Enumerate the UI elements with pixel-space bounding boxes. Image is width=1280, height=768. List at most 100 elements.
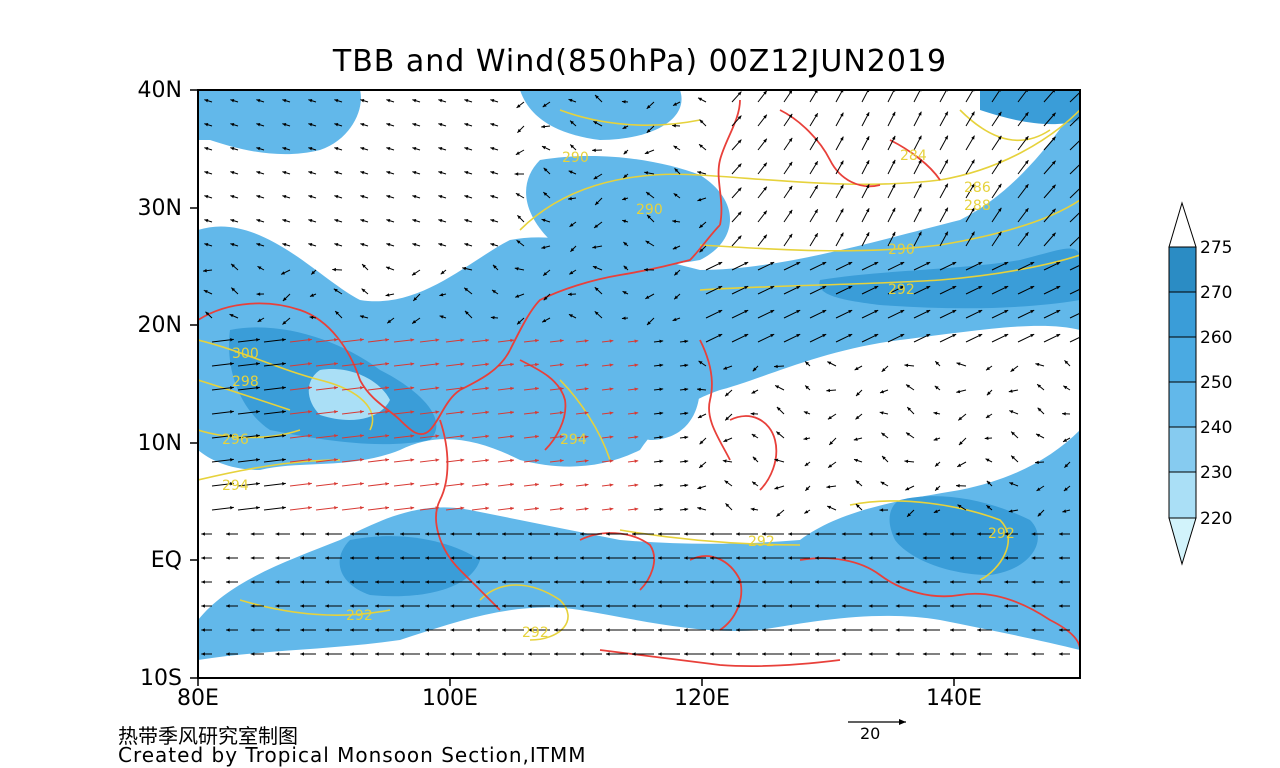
wind-vector-head: [826, 485, 831, 489]
wind-vector-head: [762, 556, 766, 560]
wind-vector-head: [788, 604, 792, 608]
wind-vector-head: [386, 195, 391, 199]
wind-vector-head: [535, 362, 539, 367]
wind-vector-head: [796, 286, 801, 290]
wind-vector-head: [804, 462, 809, 467]
wind-vector-head: [971, 207, 975, 212]
wind-vector-head: [763, 210, 767, 215]
wind-vector-head: [891, 207, 896, 212]
wind-vector-head: [510, 506, 514, 511]
wind-vector-head: [840, 208, 844, 213]
wind-vector-head: [1011, 431, 1015, 436]
wind-vector-head: [385, 482, 390, 486]
colorbar-label-270: 270: [1200, 283, 1233, 303]
contour-label: 298: [232, 374, 259, 390]
wind-vector-head: [1004, 310, 1009, 314]
wind-vector-head: [606, 652, 610, 656]
colorbar-label-250: 250: [1200, 373, 1233, 393]
wind-vector-head: [386, 243, 391, 247]
wind-vector-head: [325, 532, 329, 536]
wind-vector-head: [485, 410, 490, 415]
wind-vector-head: [1031, 556, 1036, 560]
wind-vector: [315, 386, 338, 391]
wind-vector-head: [698, 360, 703, 365]
wind-vector-head: [926, 262, 931, 266]
colorbar-label-275: 275: [1200, 238, 1233, 258]
wind-vector-head: [460, 338, 465, 342]
wind-vector: [289, 506, 312, 511]
wind-vector-head: [922, 604, 927, 608]
wind-vector-head: [308, 195, 313, 199]
axis-ticks: [190, 89, 955, 686]
wind-vector-head: [672, 317, 677, 322]
wind-vector-head: [684, 339, 689, 344]
wind-vector-head: [958, 441, 963, 446]
wind-vector-head: [874, 262, 879, 266]
wind-vector-head: [282, 243, 287, 247]
wind-vector-head: [282, 410, 286, 414]
wind-vector-head: [204, 123, 209, 127]
wind-vector-head: [879, 508, 884, 512]
wind-vector-head: [309, 293, 314, 297]
wind-vector-head: [621, 100, 626, 104]
wind-vector: [263, 386, 286, 391]
wind-vector-head: [699, 248, 704, 253]
wind-vector-head: [881, 432, 886, 437]
wind-vector-head: [554, 580, 558, 584]
wind-vector-head: [770, 310, 775, 314]
wind-vector-head: [412, 320, 417, 324]
wind-vector-head: [308, 386, 312, 390]
wind-vector-head: [1030, 334, 1035, 338]
wind-vector-head: [282, 195, 287, 199]
wind-vector-head: [595, 201, 599, 206]
wind-vector-head: [410, 458, 415, 462]
wind-vector-head: [934, 385, 939, 390]
wind-vector-head: [935, 486, 939, 491]
wind-vector-head: [360, 458, 364, 462]
wind-vector-head: [439, 293, 444, 297]
wind-vector-head: [1024, 112, 1029, 117]
wind-vector-head: [933, 437, 938, 441]
wind-vector-head: [1004, 286, 1009, 290]
wind-vector-head: [977, 652, 981, 656]
wind-vector-head: [360, 434, 364, 438]
wind-vector-head: [841, 556, 846, 560]
colorbar-label-240: 240: [1200, 418, 1233, 438]
wind-vector-head: [788, 161, 793, 166]
wind-vector: [289, 482, 312, 487]
wind-vector-head: [464, 287, 469, 292]
wind-vector-head: [814, 137, 818, 142]
wind-vector-head: [410, 506, 415, 510]
wind-vector-head: [490, 219, 495, 223]
wind-vector-head: [543, 296, 548, 301]
wind-vector-head: [568, 196, 572, 201]
wind-vector-head: [762, 628, 766, 632]
wind-vector-head: [1056, 310, 1061, 314]
wind-vector-head: [763, 186, 767, 191]
wind-vector-head: [957, 504, 962, 509]
wind-vector-head: [231, 263, 235, 268]
wind-vector-head: [623, 242, 628, 246]
lon-label-140e: 140E: [926, 686, 982, 711]
wind-vector-head: [1037, 384, 1042, 388]
wind-vector: [263, 506, 286, 511]
wind-vector-head: [944, 183, 948, 188]
wind-vector-head: [464, 147, 469, 151]
wind-vector-head: [385, 434, 390, 438]
wind-vector-head: [584, 363, 589, 367]
wind-vector-head: [971, 111, 975, 116]
wind-vector-head: [554, 652, 558, 656]
wind-vector-head: [724, 480, 729, 485]
wind-vector-head: [542, 103, 547, 108]
wind-vector-head: [282, 123, 287, 127]
wind-vector-head: [1004, 532, 1009, 536]
wind-vector-head: [814, 161, 818, 166]
wind-vector-head: [770, 262, 775, 266]
wind-vector-head: [632, 556, 636, 560]
wind-reference-label: 20: [860, 724, 881, 743]
wind-vector-head: [632, 580, 636, 584]
wind-vector-head: [230, 338, 234, 342]
wind-vector-head: [1062, 412, 1066, 416]
wind-vector-head: [256, 362, 260, 366]
wind-vector-head: [895, 580, 900, 584]
